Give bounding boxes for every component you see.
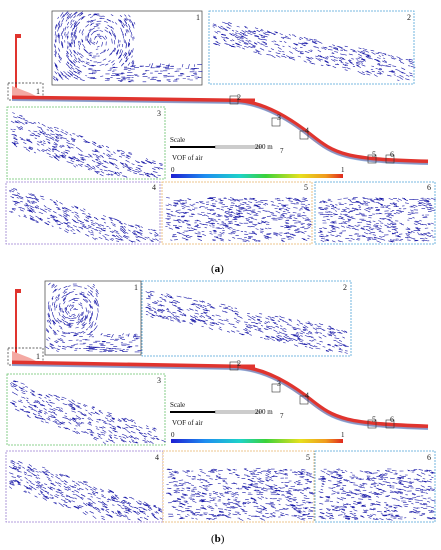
- scale-bar-light-a: [214, 145, 261, 149]
- inset-a1: 1: [51, 10, 203, 86]
- marker-box-1: [7, 82, 44, 101]
- velocity-vectors: [8, 188, 159, 243]
- marker-label-b2: 2: [237, 359, 241, 368]
- marker-label-b3: 3: [277, 379, 281, 388]
- inset-a4: 4: [5, 181, 161, 245]
- reservoir: [12, 86, 40, 98]
- velocity-vectors: [10, 380, 166, 445]
- velocity-vectors: [165, 467, 315, 521]
- legend-min-b: 0: [171, 431, 175, 439]
- velocity-vectors: [52, 11, 203, 83]
- inset-b5-label: 5: [306, 453, 310, 462]
- marker-box-b1: [7, 347, 44, 366]
- inset-b4: 4: [5, 450, 164, 523]
- pipeline-b-air-layer: [11, 364, 429, 430]
- inset-a2: 2: [208, 10, 416, 85]
- mini-marker-a: 7: [280, 147, 284, 155]
- scale-value-b: 200 m: [255, 408, 273, 416]
- inset-a3: 3: [6, 106, 166, 180]
- inset-b1-label: 1: [134, 283, 138, 292]
- inset-b6: 6: [314, 450, 436, 523]
- inset-a2-label: 2: [407, 13, 411, 22]
- inset-a5-label: 5: [304, 183, 308, 192]
- pipe-markers: 2 3 4 5 6: [229, 93, 395, 164]
- scale-bar-dark-b: [170, 411, 215, 413]
- inset-b6-label: 6: [427, 453, 431, 462]
- inset-a3-label: 3: [157, 109, 161, 118]
- mini-marker-b: 7: [280, 412, 284, 420]
- velocity-vectors: [8, 459, 163, 522]
- caption-a: (a): [211, 263, 224, 275]
- inset-a6: 6: [314, 181, 436, 245]
- legend-colorbar-a: [171, 174, 343, 178]
- marker-label-1: 1: [36, 87, 40, 96]
- inset-b5: 5: [162, 450, 315, 523]
- velocity-vectors: [212, 21, 416, 81]
- legend-title-b: VOF of air: [172, 419, 203, 427]
- panel-a: 1 2 3 4 5 6 Scale 200 m 7 VOF of air 0 1: [5, 10, 436, 275]
- velocity-vectors: [165, 197, 312, 242]
- pipeline: [11, 95, 429, 165]
- marker-label-2: 2: [237, 93, 241, 102]
- marker-label-b5: 5: [372, 415, 376, 424]
- inset-a6-label: 6: [427, 183, 431, 192]
- pipeline-air-layer: [11, 99, 429, 165]
- inset-b3: 3: [6, 373, 166, 446]
- marker-label-4: 4: [305, 126, 309, 135]
- shaft-b: [15, 289, 21, 360]
- velocity-vectors: [145, 290, 349, 354]
- inset-a1-label: 1: [196, 13, 200, 22]
- velocity-vectors: [10, 112, 164, 179]
- legend-max-b: 1: [341, 431, 345, 439]
- legend-max-a: 1: [341, 166, 345, 174]
- pipe-markers-b: 2 3 4 5 6: [229, 359, 395, 429]
- scale-value-a: 200 m: [255, 143, 273, 151]
- inset-b1: 1: [44, 280, 142, 356]
- inset-b2-label: 2: [343, 283, 347, 292]
- marker-label-b1: 1: [36, 352, 40, 361]
- marker-label-6: 6: [390, 150, 394, 159]
- marker-label-3: 3: [277, 113, 281, 122]
- legend-min-a: 0: [171, 166, 175, 174]
- legend-colorbar-b: [171, 439, 343, 443]
- panel-b: 1 2 3 4 5 6 Scale 200 m 7 VOF of air 0 1: [5, 280, 436, 545]
- legend-title-a: VOF of air: [172, 154, 203, 162]
- scale-label-a: Scale: [170, 136, 185, 144]
- marker-label-b4: 4: [305, 391, 309, 400]
- marker-label-5: 5: [372, 150, 376, 159]
- velocity-vectors: [318, 197, 436, 243]
- pipeline-b: [11, 360, 429, 430]
- inset-a5: 5: [161, 181, 313, 245]
- reservoir-b: [12, 351, 40, 363]
- inset-a4-label: 4: [152, 183, 156, 192]
- scale-bar-dark-a: [170, 146, 215, 148]
- velocity-vectors: [318, 468, 436, 521]
- inset-b4-label: 4: [155, 453, 159, 462]
- velocity-vectors: [45, 282, 142, 353]
- scale-label-b: Scale: [170, 401, 185, 409]
- inset-b3-label: 3: [157, 376, 161, 385]
- marker-label-b6: 6: [390, 415, 394, 424]
- inset-b2: 2: [141, 280, 352, 357]
- caption-b: (b): [211, 533, 225, 545]
- shaft: [15, 34, 21, 95]
- scale-bar-light-b: [214, 410, 261, 414]
